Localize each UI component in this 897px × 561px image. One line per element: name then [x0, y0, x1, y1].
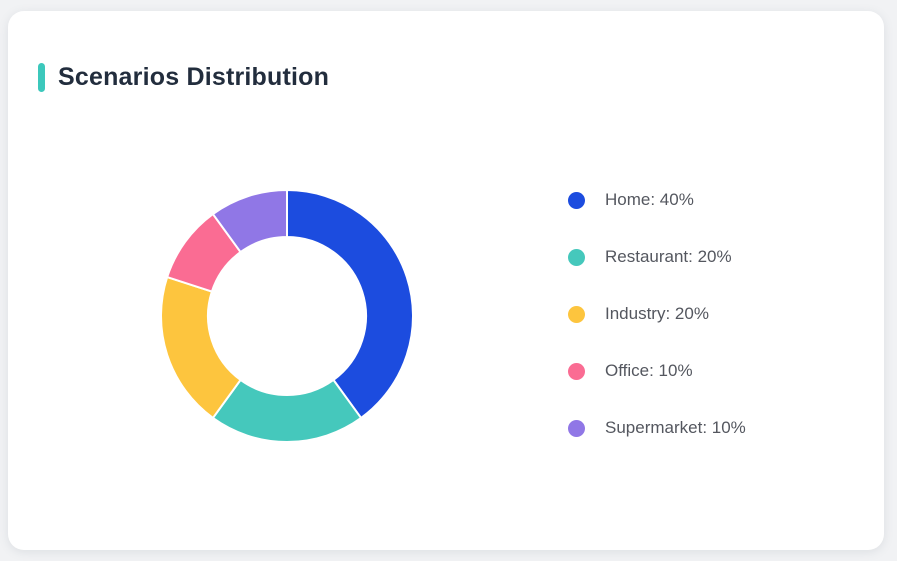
- donut-chart-container: [160, 189, 414, 443]
- donut-segment-supermarket[interactable]: [211, 189, 288, 254]
- legend-item-industry[interactable]: Industry: 20%: [568, 304, 746, 324]
- scenarios-card: Scenarios Distribution Home: 40% Restaur…: [8, 11, 884, 550]
- legend-marker-restaurant: [568, 248, 585, 266]
- legend-marker-supermarket: [568, 419, 585, 437]
- legend-label-industry: Industry: 20%: [605, 304, 709, 323]
- legend-marker-home: [568, 191, 585, 209]
- legend-item-home[interactable]: Home: 40%: [568, 190, 746, 210]
- donut-segment-industry[interactable]: [160, 276, 242, 419]
- legend-marker-industry: [568, 305, 585, 323]
- donut-segment-home[interactable]: [286, 189, 414, 419]
- legend-label-office: Office: 10%: [605, 361, 693, 380]
- legend-label-home: Home: 40%: [605, 190, 694, 209]
- title-accent-bar: [38, 63, 45, 92]
- legend-label-supermarket: Supermarket: 10%: [605, 418, 746, 437]
- donut-segment-restaurant[interactable]: [211, 378, 363, 443]
- legend-item-supermarket[interactable]: Supermarket: 10%: [568, 418, 746, 438]
- page-title: Scenarios Distribution: [58, 63, 330, 91]
- donut-chart: [160, 189, 414, 443]
- chart-legend: Home: 40% Restaurant: 20% Industry: 20% …: [568, 190, 746, 438]
- card-header: Scenarios Distribution: [38, 63, 329, 92]
- legend-label-restaurant: Restaurant: 20%: [605, 247, 732, 266]
- legend-marker-office: [568, 362, 585, 380]
- legend-item-restaurant[interactable]: Restaurant: 20%: [568, 247, 746, 267]
- legend-item-office[interactable]: Office: 10%: [568, 361, 746, 381]
